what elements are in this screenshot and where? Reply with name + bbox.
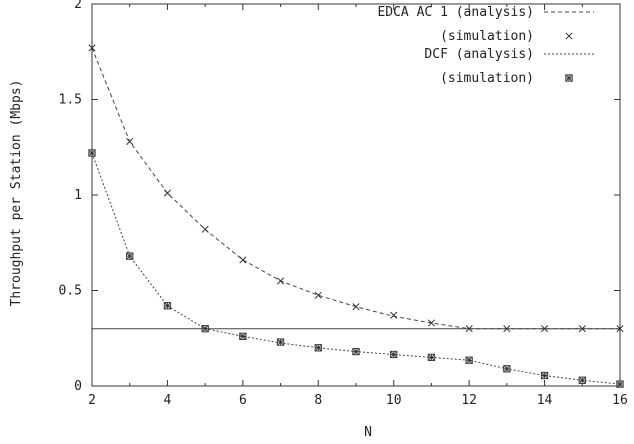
edca-simulation-point <box>126 137 134 146</box>
edca-simulation-point <box>503 325 511 333</box>
y-tick-label: 1.5 <box>59 93 82 108</box>
edca-simulation-point <box>578 325 586 333</box>
legend-entry-label: EDCA AC 1 (analysis) <box>377 5 534 20</box>
y-tick-label: 2 <box>74 0 82 12</box>
edca-simulation-point <box>277 277 285 285</box>
y-tick-label: 0.5 <box>59 284 82 299</box>
marker-stroke <box>565 32 573 40</box>
edca-simulation-point <box>239 256 247 264</box>
dcf-simulation-point <box>126 252 134 260</box>
series-edca-analysis-line <box>91 47 620 330</box>
marker-stroke <box>201 225 209 233</box>
edca-simulation-point <box>465 325 473 333</box>
legend-entry-label: (simulation) <box>440 71 534 86</box>
x-tick-label: 10 <box>386 393 402 408</box>
x-tick-label: 12 <box>461 393 477 408</box>
legend-entry-label: DCF (analysis) <box>424 47 534 62</box>
x-tick-label: 2 <box>88 393 96 408</box>
edca-simulation-point <box>352 303 360 311</box>
marker-stroke <box>352 303 360 311</box>
marker-stroke <box>503 325 511 333</box>
edca-simulation-point <box>427 319 435 327</box>
marker-stroke <box>314 291 322 299</box>
marker-stroke <box>427 319 435 327</box>
edca-simulation-point <box>314 291 322 299</box>
y-tick-label: 1 <box>74 188 82 203</box>
x-tick-label: 8 <box>314 393 322 408</box>
y-tick-label: 0 <box>74 379 82 394</box>
dcf-simulation-point <box>390 350 398 359</box>
edca-simulation-point <box>541 325 549 333</box>
x-tick-label: 14 <box>537 393 553 408</box>
edca-simulation-point <box>201 225 209 233</box>
dcf-simulation-point <box>427 353 436 361</box>
dcf-simulation-point <box>201 325 209 333</box>
legend-swatch-x <box>565 32 573 40</box>
dcf-simulation-point <box>540 371 549 380</box>
dcf-simulation-point <box>465 356 473 364</box>
x-axis-label: N <box>364 425 372 440</box>
legend-entry-label: (simulation) <box>440 29 534 44</box>
marker-stroke <box>390 311 398 319</box>
x-tick-label: 16 <box>612 393 628 408</box>
y-axis-label: Throughput per Station (Mbps) <box>9 80 24 307</box>
series-group <box>88 44 624 388</box>
dcf-simulation-point <box>578 376 586 384</box>
dcf-simulation-point <box>239 332 247 340</box>
dcf-simulation-point <box>352 347 360 356</box>
marker-stroke <box>126 137 134 146</box>
edca-simulation-point <box>390 311 398 319</box>
dcf-simulation-point <box>503 365 511 373</box>
marker-stroke <box>163 189 171 197</box>
marker-stroke <box>239 256 247 264</box>
tick-labels: 2 4 6 8 10 12 14 16 0 0.5 1 1.5 2 <box>59 0 628 408</box>
marker-stroke <box>277 277 285 285</box>
marker-stroke <box>578 325 586 333</box>
x-tick-label: 6 <box>239 393 247 408</box>
legend: EDCA AC 1 (analysis) (simulation) DCF (ana… <box>377 5 594 86</box>
dcf-simulation-point <box>163 302 172 310</box>
plot-frame <box>91 3 621 387</box>
dcf-simulation-point <box>314 344 322 352</box>
marker-stroke <box>541 325 549 333</box>
legend-swatch-star <box>565 74 573 82</box>
dcf-simulation-point <box>276 338 285 346</box>
x-tick-label: 4 <box>164 393 172 408</box>
marker-stroke <box>465 325 473 333</box>
edca-simulation-point <box>163 189 171 197</box>
